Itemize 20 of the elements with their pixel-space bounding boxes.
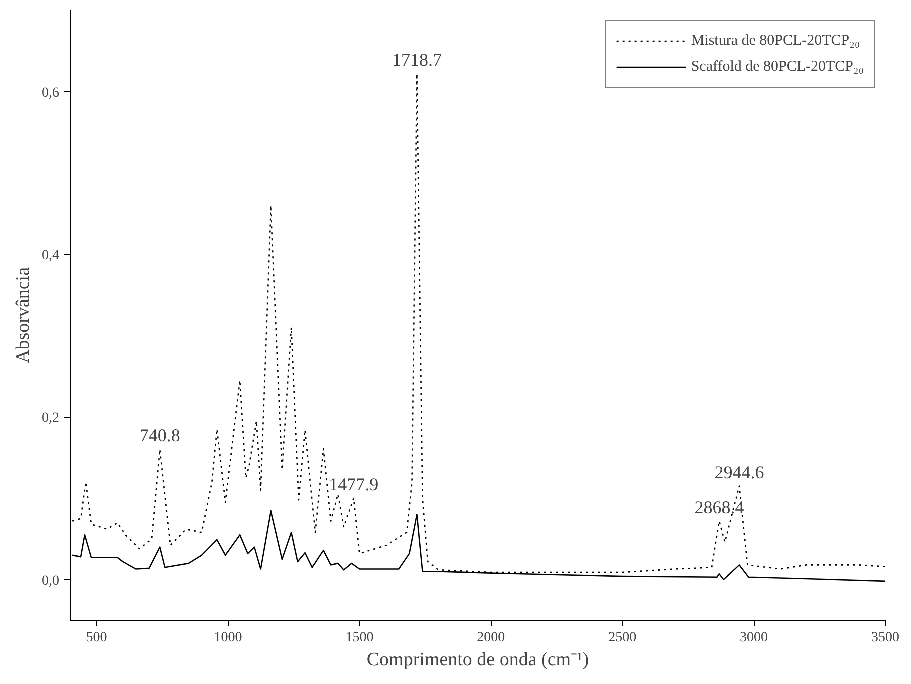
legend-label: Scaffold de 80PCL-20TCP₂₀ — [691, 58, 864, 76]
y-tick-label: 0,6 — [42, 86, 60, 101]
legend-label: Mistura de 80PCL-20TCP₂₀ — [691, 32, 860, 50]
annotation: 1477.9 — [329, 474, 379, 494]
x-tick-label: 2500 — [608, 630, 637, 646]
x-tick-label: 3500 — [872, 630, 900, 646]
x-tick-label: 3000 — [740, 630, 768, 646]
y-tick-label: 0,2 — [42, 411, 60, 426]
x-tick-label: 2000 — [477, 630, 506, 646]
annotation: 2944.6 — [714, 462, 764, 482]
x-tick-label: 500 — [86, 630, 108, 646]
x-tick-label: 1500 — [346, 630, 374, 646]
x-axis-title: Comprimento de onda (cm⁻¹) — [366, 650, 590, 670]
annotation: 740.8 — [140, 426, 180, 446]
y-axis-title: Absorvância — [13, 266, 34, 364]
y-tick-label: 0,4 — [42, 248, 60, 264]
y-tick-label: 0,0 — [42, 574, 60, 589]
annotation: 1718.7 — [392, 50, 442, 70]
x-tick-label: 1000 — [214, 630, 242, 646]
annotation: 2868.4 — [694, 497, 744, 518]
